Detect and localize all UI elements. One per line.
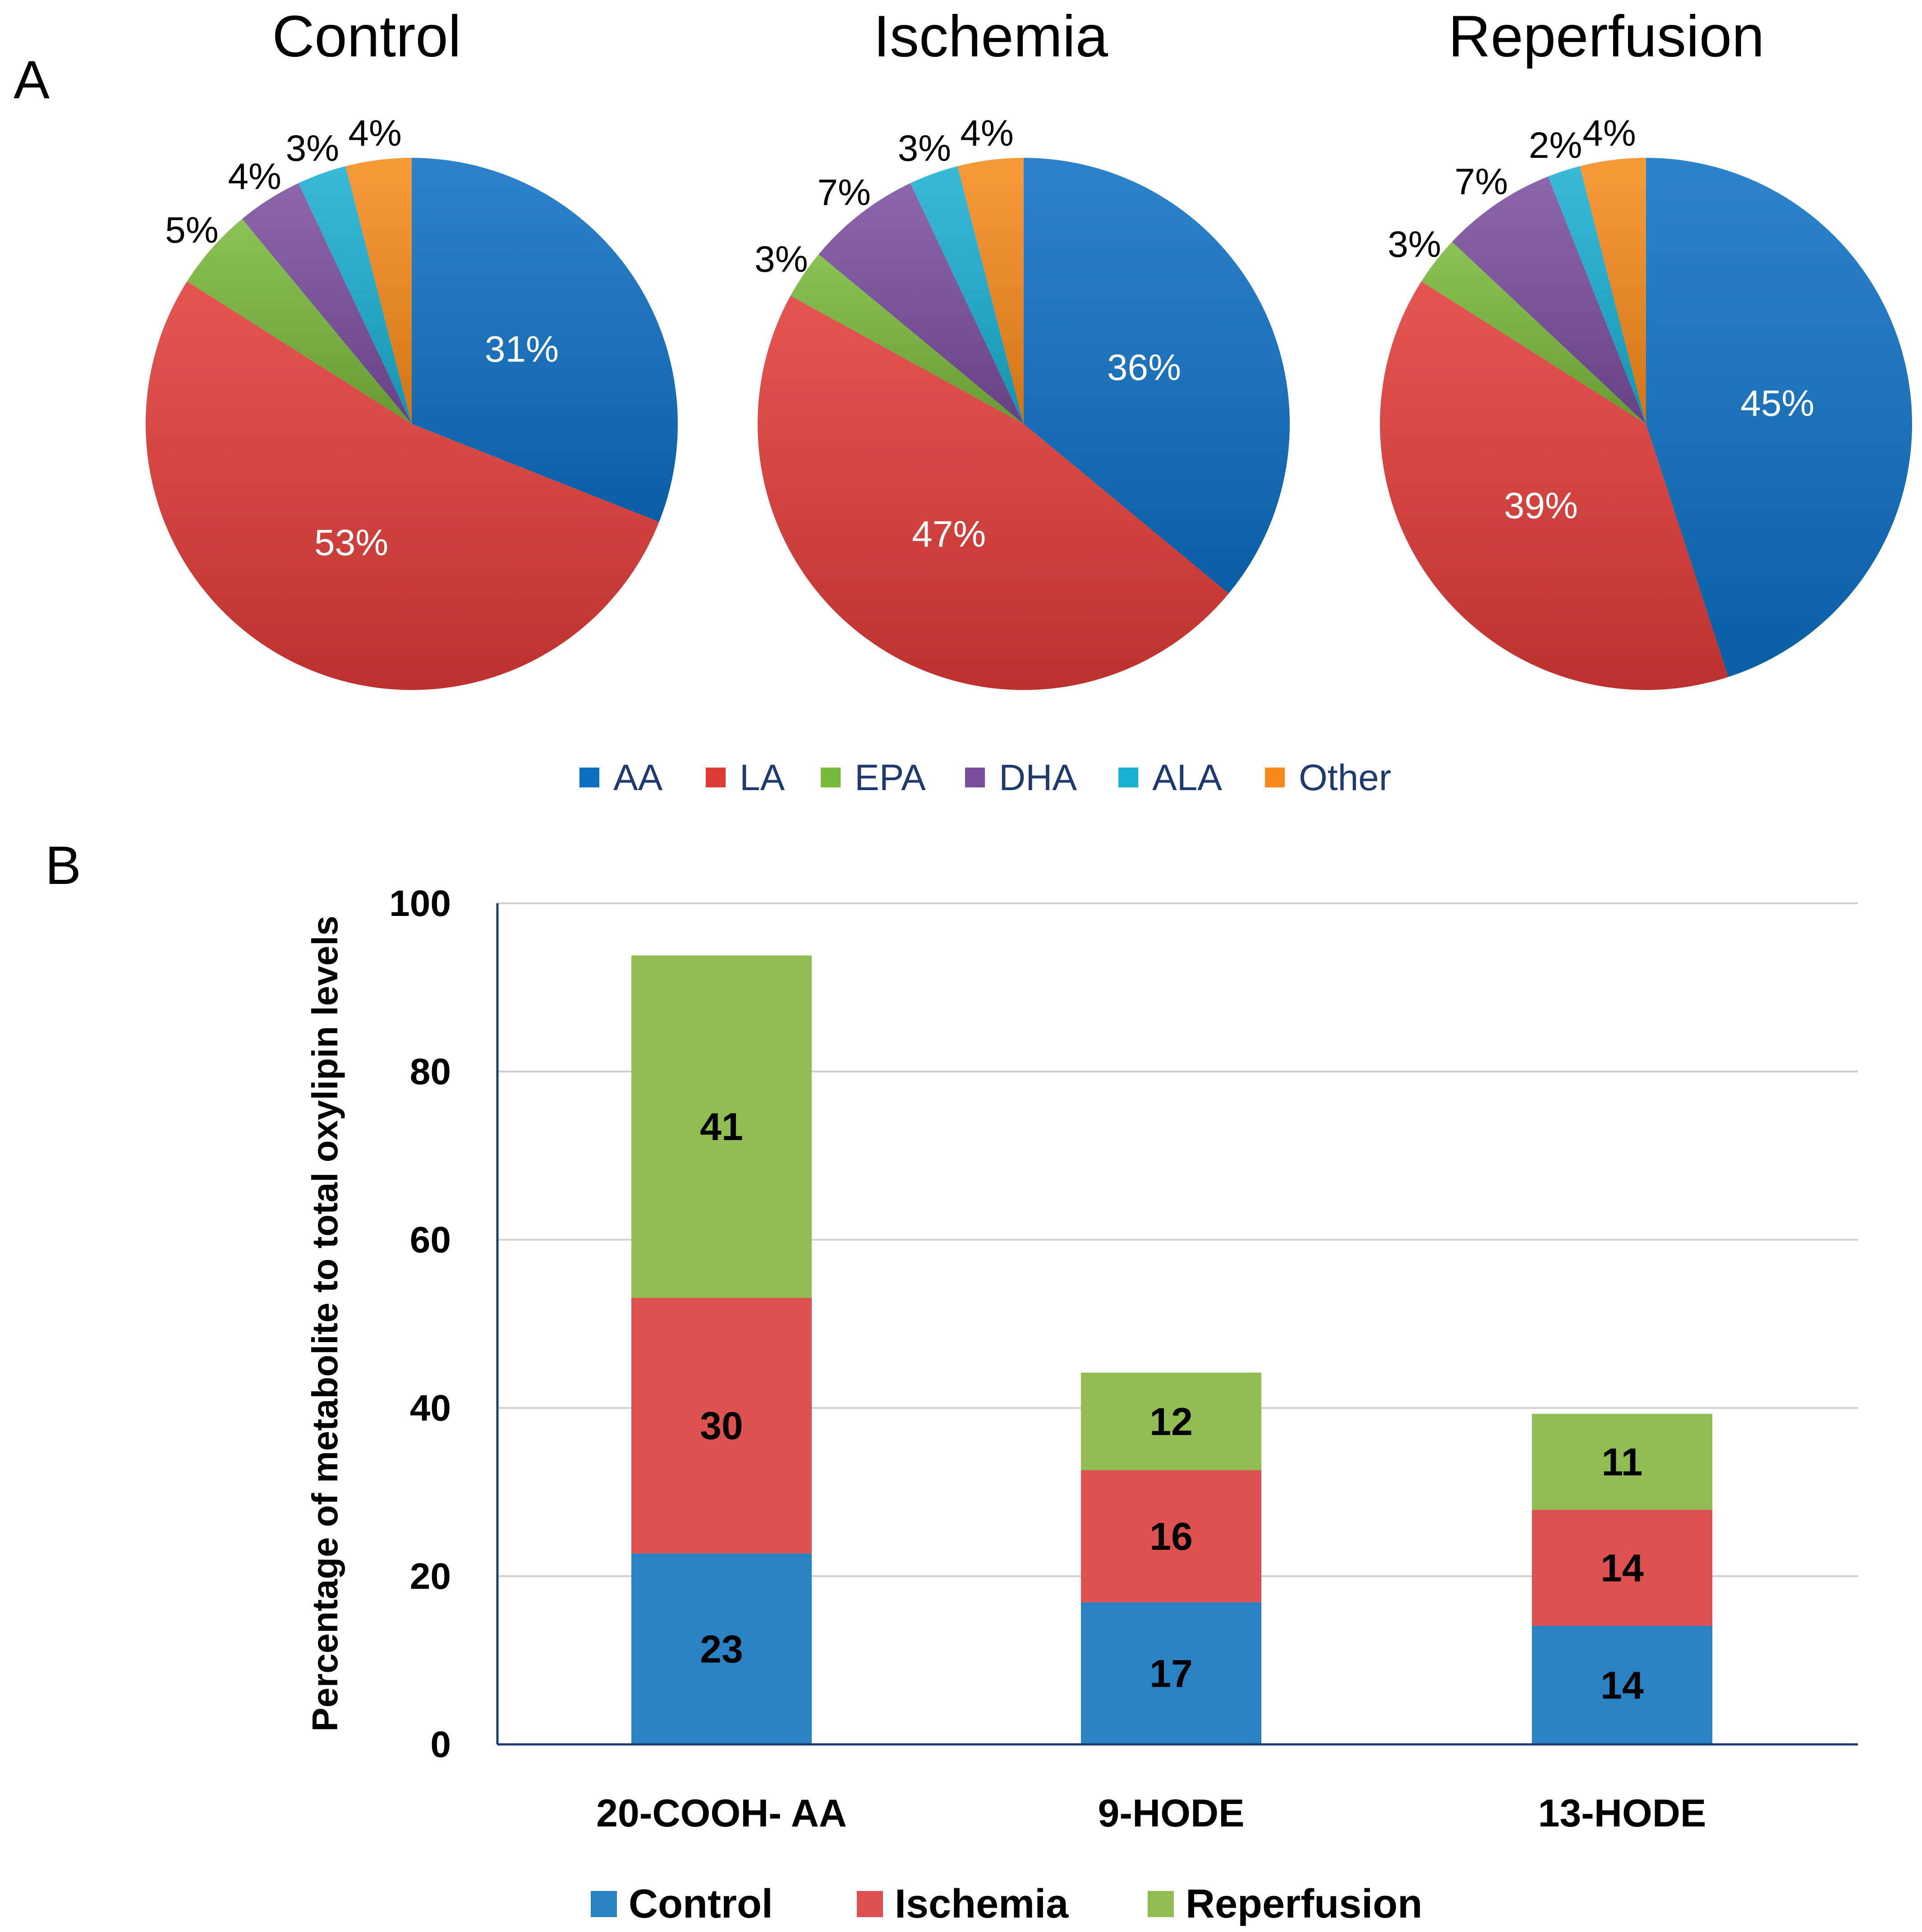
pie-label-dha: 4% — [228, 156, 281, 197]
bar-data-label-reperfusion: 12 — [1150, 1400, 1193, 1444]
bar-data-label-control: 14 — [1600, 1664, 1644, 1707]
y-tick-label: 60 — [410, 1219, 451, 1260]
bar-y-axis-ticks: 0 20 40 60 80 100 — [389, 883, 451, 1765]
pie-slice-shade-dha — [1452, 176, 1646, 424]
bar-segment-reperfusion — [1081, 1372, 1261, 1471]
bar-segment-reperfusion — [631, 955, 812, 1298]
pie-label-epa: 3% — [754, 239, 808, 280]
x-tick-label: 9-HODE — [1098, 1792, 1245, 1835]
bar-data-label-ischemia: 30 — [700, 1404, 743, 1448]
legend-label-aa: AA — [613, 757, 663, 798]
pie-label-ala: 2% — [1529, 125, 1582, 166]
pie-chart-reperfusion: 45% 39% 3% 7% 2% 4% — [1379, 113, 1912, 690]
pie-chart-ischemia: 36%47%3%7%3% 4% — [754, 113, 1290, 690]
bar-segment-ischemia — [1532, 1509, 1712, 1626]
bar-x-axis-ticks: 20-COOH- AA 9-HODE 13-HODE — [596, 1792, 1706, 1835]
pie-title-reperfusion: Reperfusion — [1448, 3, 1765, 69]
pie-slice-shade-aa — [1646, 158, 1912, 677]
pie-slice-shade-dha — [242, 183, 412, 424]
y-tick-label: 80 — [410, 1051, 451, 1092]
y-tick-label: 40 — [410, 1388, 451, 1429]
bar-data-label-control: 17 — [1150, 1652, 1193, 1695]
legend-label-dha: DHA — [999, 757, 1077, 798]
bar-segment-control — [631, 1553, 812, 1744]
legend-label-la: LA — [740, 757, 785, 798]
stacked-bar-chart: 0 20 40 60 80 100 23 30 41 17 16 12 14 14 11 20-COOH-… — [305, 883, 1858, 1835]
pie-label-epa: 3% — [1388, 224, 1441, 265]
panel-label-b: B — [45, 835, 81, 896]
legend-swatch-la — [706, 768, 726, 787]
legend-swatch-aa — [579, 768, 599, 787]
pie-label-other: 4% — [348, 113, 402, 154]
pie-label-ala: 3% — [898, 128, 952, 169]
pie-slice-shade-aa — [1024, 158, 1290, 594]
legend-swatch-other — [1265, 768, 1285, 787]
pie-slice-shade-la — [1379, 281, 1729, 690]
bar-legend: Control Ischemia Reperfusion — [591, 1881, 1422, 1927]
pie-slice-shade-aa — [412, 158, 678, 522]
legend-swatch-reperfusion — [1148, 1891, 1174, 1917]
pie-label-aa: 36% — [1107, 347, 1181, 388]
legend-swatch-ischemia — [857, 1891, 883, 1917]
pie-slice-shade-other — [1580, 158, 1646, 424]
panel-label-a: A — [14, 50, 50, 110]
bar-segment-ischemia — [1081, 1470, 1261, 1602]
pie-chart-control: 31%53%5%4%3% 4% — [145, 113, 678, 690]
bar-data-label-reperfusion: 41 — [700, 1105, 743, 1149]
y-tick-label: 100 — [389, 883, 451, 924]
legend-swatch-epa — [821, 768, 841, 787]
legend-swatch-dha — [965, 768, 985, 787]
pie-slice-shade-ala — [298, 166, 412, 424]
legend-label-control: Control — [629, 1881, 773, 1927]
pie-title-ischemia: Ischemia — [874, 3, 1108, 69]
bar-segment-control — [1081, 1602, 1261, 1744]
bar-data-label-ischemia: 14 — [1600, 1546, 1644, 1590]
bar-segment-reperfusion — [1532, 1414, 1712, 1510]
y-tick-label: 20 — [410, 1556, 451, 1597]
pie-slice-shade-la — [145, 281, 659, 690]
pie-label-la: 39% — [1504, 485, 1578, 526]
x-tick-label: 20-COOH- AA — [596, 1792, 847, 1835]
pie-slice-shade-epa — [790, 254, 1024, 424]
legend-swatch-control — [591, 1891, 617, 1917]
pie-slice-shade-epa — [1421, 242, 1646, 424]
pie-label-dha: 7% — [1454, 161, 1508, 202]
x-tick-label: 13-HODE — [1538, 1792, 1706, 1835]
legend-swatch-ala — [1118, 768, 1138, 787]
pie-label-other: 4% — [960, 113, 1014, 154]
pie-legend: AA LA EPA DHA ALA Other — [579, 757, 1391, 798]
pie-slice-shade-la — [757, 295, 1229, 690]
bar-segment-ischemia — [631, 1297, 812, 1554]
y-axis-label: Percentage of metabolite to total oxylip… — [305, 915, 345, 1731]
legend-label-ischemia: Ischemia — [895, 1881, 1069, 1927]
pie-label-aa: 31% — [485, 329, 559, 370]
pie-title-control: Control — [272, 3, 461, 69]
pie-slice-shade-ala — [1548, 166, 1646, 424]
pie-slice-shade-other — [957, 158, 1024, 424]
pie-slice-shade-dha — [818, 183, 1024, 424]
bar-data-label-ischemia: 16 — [1150, 1515, 1193, 1558]
pie-slice-shade-epa — [187, 219, 412, 424]
bar-data-label-reperfusion: 11 — [1602, 1440, 1643, 1484]
y-tick-label: 0 — [430, 1724, 451, 1765]
pie-label-la: 47% — [912, 514, 986, 555]
legend-label-other: Other — [1299, 757, 1391, 798]
pie-label-aa: 45% — [1740, 383, 1814, 424]
pie-slice-shade-ala — [910, 166, 1024, 424]
legend-label-reperfusion: Reperfusion — [1186, 1881, 1422, 1927]
pie-slice-shade-other — [345, 158, 412, 424]
pie-label-epa: 5% — [165, 210, 219, 251]
bar-segments: 23 30 41 17 16 12 14 14 11 — [631, 955, 1712, 1744]
pie-label-dha: 7% — [817, 172, 871, 213]
pie-label-other: 4% — [1582, 113, 1636, 154]
bar-data-label-control: 23 — [700, 1628, 743, 1671]
legend-label-ala: ALA — [1152, 757, 1222, 798]
pie-label-ala: 3% — [286, 128, 340, 169]
bar-segment-control — [1532, 1626, 1712, 1744]
pie-label-la: 53% — [314, 522, 388, 563]
legend-label-epa: EPA — [855, 757, 926, 798]
